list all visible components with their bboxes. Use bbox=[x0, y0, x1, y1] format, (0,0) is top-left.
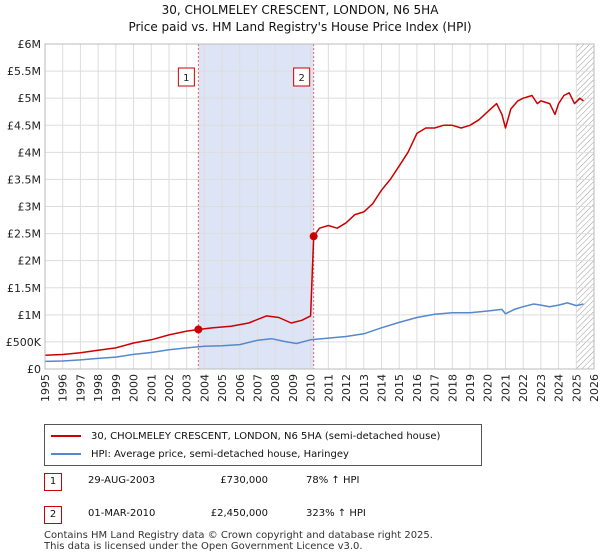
sale-hpi: 78% ↑ HPI bbox=[306, 475, 360, 486]
footer: Contains HM Land Registry data © Crown c… bbox=[44, 530, 433, 552]
sale-marker-badge bbox=[177, 67, 195, 87]
y-tick-label: £5.5M bbox=[7, 65, 41, 78]
x-tick-label: 2023 bbox=[535, 374, 548, 402]
x-tick-label: 2016 bbox=[411, 374, 424, 402]
x-tick-label: 1996 bbox=[57, 374, 70, 402]
x-tick-label: 2017 bbox=[429, 374, 442, 402]
x-tick-label: 2020 bbox=[482, 374, 495, 402]
y-tick-label: £3.5M bbox=[7, 173, 41, 186]
series-line-hpi bbox=[44, 302, 584, 363]
y-tick-label: £2.5M bbox=[7, 228, 41, 241]
sale-marker-badge bbox=[293, 67, 311, 87]
sale-marker-label: 1 bbox=[183, 73, 189, 84]
x-tick-label: 2004 bbox=[198, 374, 211, 402]
y-tick-label: £4.5M bbox=[7, 119, 41, 132]
y-tick-label: £5M bbox=[18, 92, 42, 105]
legend-swatch-property bbox=[51, 435, 81, 437]
sale-price: £2,450,000 bbox=[210, 508, 268, 519]
y-tick-label: £500K bbox=[6, 336, 42, 349]
legend-label-hpi: HPI: Average price, semi-detached house,… bbox=[91, 448, 349, 460]
x-tick-label: 2001 bbox=[145, 374, 158, 402]
x-tick-label: 2009 bbox=[287, 374, 300, 402]
sale-badge: 2 bbox=[44, 506, 62, 524]
sale-date: 01-MAR-2010 bbox=[88, 508, 156, 519]
x-tick-label: 2014 bbox=[375, 374, 388, 402]
legend-item-hpi: HPI: Average price, semi-detached house,… bbox=[51, 446, 349, 462]
y-tick-label: £1.5M bbox=[7, 282, 41, 295]
x-tick-label: 1997 bbox=[74, 374, 87, 402]
x-tick-label: 2024 bbox=[553, 374, 566, 402]
x-tick-label: 2012 bbox=[340, 374, 353, 402]
footer-line-2: This data is licensed under the Open Gov… bbox=[44, 541, 363, 552]
sale-badge: 1 bbox=[44, 473, 62, 491]
x-tick-label: 2008 bbox=[269, 374, 282, 402]
y-tick-label: £6M bbox=[18, 38, 42, 51]
x-tick-label: 2002 bbox=[163, 374, 176, 402]
x-tick-label: 2021 bbox=[499, 374, 512, 402]
x-tick-label: 2013 bbox=[358, 374, 371, 402]
y-tick-label: £3M bbox=[18, 201, 42, 214]
x-tick-label: 1999 bbox=[110, 374, 123, 402]
x-tick-label: 2026 bbox=[588, 374, 600, 402]
x-tick-label: 2025 bbox=[570, 374, 583, 402]
x-tick-label: 2003 bbox=[181, 374, 194, 402]
sale-date: 29-AUG-2003 bbox=[88, 475, 156, 486]
y-tick-label: £4M bbox=[18, 146, 42, 159]
x-tick-label: 2007 bbox=[252, 374, 265, 402]
x-tick-label: 2006 bbox=[234, 374, 247, 402]
chart-title: 30, CHOLMELEY CRESCENT, LONDON, N6 5HA bbox=[161, 3, 439, 17]
x-tick-label: 2019 bbox=[464, 374, 477, 402]
sale-point bbox=[309, 232, 318, 241]
x-tick-label: 2022 bbox=[517, 374, 530, 402]
plot-frame bbox=[44, 43, 595, 370]
x-tick-label: 2010 bbox=[305, 374, 318, 402]
x-tick-label: 2005 bbox=[216, 374, 229, 402]
sale-hpi: 323% ↑ HPI bbox=[306, 508, 366, 519]
y-tick-label: £2M bbox=[18, 255, 42, 268]
footer-line-1: Contains HM Land Registry data © Crown c… bbox=[44, 530, 433, 541]
sale-price: £730,000 bbox=[220, 475, 268, 486]
y-tick-label: £0 bbox=[27, 363, 41, 376]
legend-label-property: 30, CHOLMELEY CRESCENT, LONDON, N6 5HA (… bbox=[91, 430, 441, 442]
x-tick-label: 2018 bbox=[446, 374, 459, 402]
x-tick-label: 1995 bbox=[39, 374, 52, 402]
x-tick-label: 1998 bbox=[92, 374, 105, 402]
chart-subtitle: Price paid vs. HM Land Registry's House … bbox=[128, 20, 472, 34]
price-chart: £0 £500K £1M £1.5M £2M £2.5M £3M £3.5M £4M £4.5M £… bbox=[6, 38, 600, 402]
sale-marker-label: 2 bbox=[298, 73, 304, 84]
legend: 30, CHOLMELEY CRESCENT, LONDON, N6 5HA (… bbox=[44, 424, 482, 466]
x-tick-label: 2015 bbox=[393, 374, 406, 402]
legend-item-property: 30, CHOLMELEY CRESCENT, LONDON, N6 5HA (… bbox=[51, 428, 440, 444]
x-tick-label: 2000 bbox=[128, 374, 141, 402]
sale-point bbox=[194, 325, 203, 334]
x-tick-label: 2011 bbox=[322, 374, 335, 402]
y-tick-label: £1M bbox=[18, 309, 42, 322]
legend-swatch-hpi bbox=[51, 453, 81, 455]
